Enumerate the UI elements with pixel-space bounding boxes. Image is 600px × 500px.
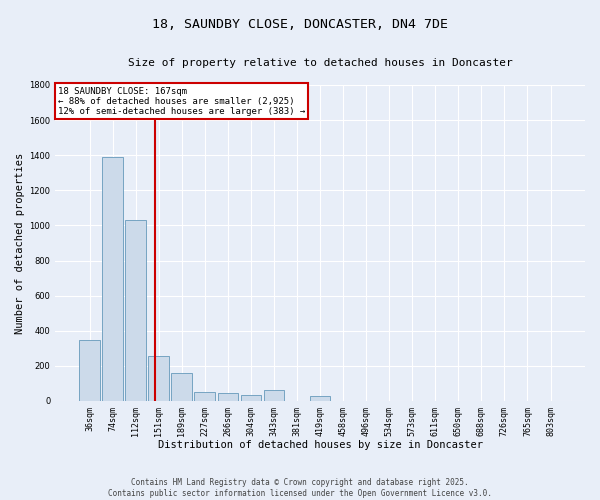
Bar [263,390,284,401]
Bar [172,373,192,401]
Bar [125,220,146,401]
Bar [148,356,169,401]
Title: Size of property relative to detached houses in Doncaster: Size of property relative to detached ho… [128,58,512,68]
Text: 18 SAUNDBY CLOSE: 167sqm
← 88% of detached houses are smaller (2,925)
12% of sem: 18 SAUNDBY CLOSE: 167sqm ← 88% of detach… [58,86,305,117]
Bar [310,396,331,401]
Bar [194,392,215,401]
Bar [241,395,262,401]
Bar [218,393,238,401]
Text: 18, SAUNDBY CLOSE, DONCASTER, DN4 7DE: 18, SAUNDBY CLOSE, DONCASTER, DN4 7DE [152,18,448,30]
Text: Contains HM Land Registry data © Crown copyright and database right 2025.
Contai: Contains HM Land Registry data © Crown c… [108,478,492,498]
Bar [102,157,123,401]
Bar [79,340,100,401]
Y-axis label: Number of detached properties: Number of detached properties [15,152,25,334]
X-axis label: Distribution of detached houses by size in Doncaster: Distribution of detached houses by size … [158,440,482,450]
